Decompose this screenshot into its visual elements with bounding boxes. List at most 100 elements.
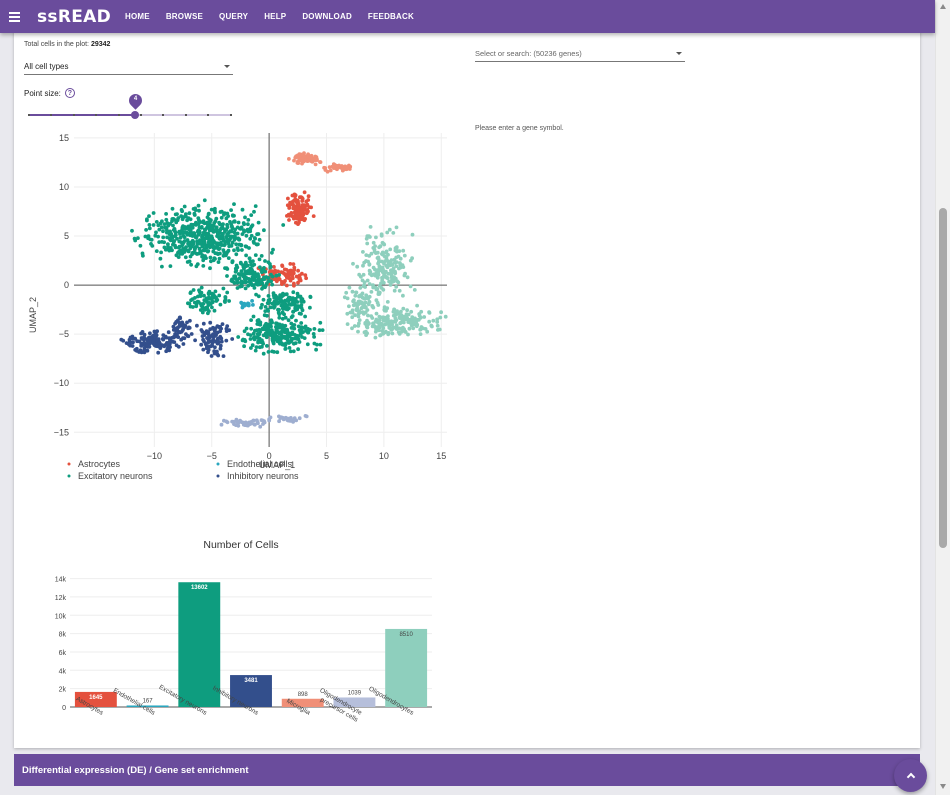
nav-browse[interactable]: BROWSE — [165, 12, 204, 21]
cell-count-bar-chart[interactable]: Number of Cells02k4k6k8k10k12k14k1645Ast… — [24, 530, 454, 750]
umap-point — [435, 317, 440, 322]
umap-point — [253, 253, 258, 257]
umap-point — [136, 236, 140, 240]
umap-point — [283, 415, 288, 420]
umap-y-tick-label: −5 — [59, 329, 69, 339]
umap-scatter-plot[interactable]: −10 −5 0 5 10 15 15 10 5 0 −5 −10 −15 UMAP_1 UMAP_2 Ast… — [14, 125, 464, 480]
umap-point — [380, 270, 385, 274]
umap-point — [302, 218, 307, 223]
umap-point — [224, 338, 229, 343]
cell-type-select[interactable]: All cell types — [24, 58, 233, 75]
slider-knob[interactable] — [131, 111, 139, 119]
umap-point — [181, 322, 185, 326]
umap-point — [312, 335, 316, 339]
umap-point — [197, 229, 202, 234]
umap-point — [407, 326, 412, 331]
umap-point — [294, 220, 298, 225]
umap-point — [295, 291, 300, 296]
page-scrollbar[interactable] — [935, 0, 950, 795]
umap-point — [364, 236, 369, 241]
umap-point — [121, 338, 126, 343]
umap-point — [157, 227, 162, 232]
umap-point — [283, 307, 288, 311]
umap-point — [291, 215, 296, 219]
scroll-up-icon[interactable] — [940, 4, 946, 9]
umap-point — [375, 274, 380, 279]
nav-help[interactable]: HELP — [264, 12, 287, 21]
umap-point — [273, 332, 277, 337]
scroll-thumb[interactable] — [939, 208, 947, 548]
umap-point — [164, 217, 169, 222]
hamburger-icon[interactable] — [0, 0, 28, 33]
umap-point — [320, 328, 325, 332]
umap-point — [199, 302, 203, 306]
umap-point — [250, 299, 255, 303]
umap-point — [242, 329, 247, 334]
umap-point — [303, 273, 308, 277]
umap-point — [128, 341, 132, 346]
umap-point — [397, 249, 402, 253]
umap-point — [394, 225, 399, 230]
umap-point — [291, 349, 296, 354]
umap-point — [391, 313, 396, 318]
scroll-down-icon[interactable] — [940, 784, 946, 789]
nav-download[interactable]: DOWNLOAD — [302, 12, 352, 21]
bar — [178, 582, 221, 707]
umap-point — [173, 218, 178, 222]
umap-point — [269, 328, 274, 333]
nav-feedback[interactable]: FEEDBACK — [367, 12, 414, 21]
bar-y-tick-label: 6k — [59, 650, 67, 657]
umap-point — [295, 206, 299, 210]
umap-point — [231, 219, 236, 224]
umap-point — [357, 272, 362, 277]
umap-point — [178, 251, 183, 256]
umap-point — [197, 208, 201, 213]
umap-point — [199, 342, 204, 347]
umap-point — [296, 337, 301, 342]
umap-point — [318, 160, 322, 164]
umap-point — [244, 326, 249, 331]
umap-point — [261, 351, 266, 356]
umap-point — [246, 222, 250, 227]
umap-point — [268, 415, 273, 420]
umap-point — [164, 212, 169, 216]
umap-point — [215, 349, 219, 354]
bar-y-tick-label: 8k — [59, 632, 67, 639]
umap-point — [248, 236, 253, 241]
help-icon[interactable]: ? — [64, 88, 75, 98]
umap-point — [363, 310, 368, 315]
umap-point — [236, 272, 241, 276]
umap-point — [217, 246, 222, 251]
umap-point — [410, 256, 414, 261]
umap-point — [291, 290, 296, 295]
scroll-to-top-button[interactable] — [894, 759, 927, 792]
umap-point — [263, 323, 268, 327]
umap-point — [173, 243, 177, 248]
umap-point — [364, 293, 369, 298]
umap-point — [284, 283, 289, 288]
umap-point — [219, 234, 224, 239]
umap-point — [308, 155, 313, 160]
umap-point — [252, 337, 257, 342]
umap-point — [306, 194, 311, 199]
umap-point — [251, 331, 256, 336]
nav-query[interactable]: QUERY — [219, 12, 249, 21]
nav-home[interactable]: HOME — [125, 12, 150, 21]
umap-point — [160, 264, 164, 269]
point-size-slider[interactable]: 4 — [28, 91, 232, 123]
umap-point — [354, 290, 358, 295]
umap-point — [396, 330, 401, 334]
umap-point — [366, 322, 370, 327]
de-section-header[interactable]: Differential expression (DE) / Gene set … — [14, 754, 920, 786]
umap-point — [309, 205, 313, 210]
umap-point — [272, 305, 276, 310]
main-nav: HOME BROWSE QUERY HELP DOWNLOAD FEEDBACK — [125, 12, 430, 21]
gene-search-select[interactable]: Select or search: (50236 genes) — [475, 45, 685, 62]
umap-point — [146, 234, 151, 239]
umap-point — [352, 324, 357, 328]
umap-point — [202, 293, 206, 298]
cell-type-select-value: All cell types — [24, 62, 69, 71]
slider-tick — [207, 114, 210, 116]
umap-point — [399, 315, 404, 320]
site-logo[interactable]: ssREAD — [37, 6, 112, 27]
